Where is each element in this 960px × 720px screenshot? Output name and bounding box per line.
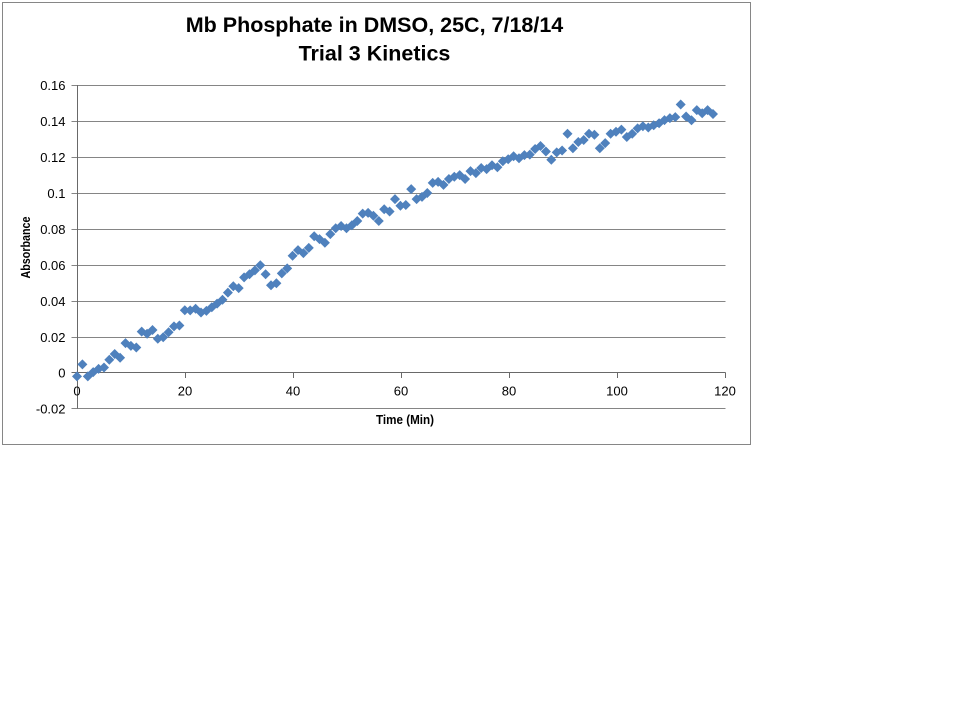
svg-text:20: 20 (178, 384, 192, 399)
svg-text:0.14: 0.14 (40, 114, 65, 129)
svg-text:Absorbance: Absorbance (18, 217, 33, 279)
svg-text:0: 0 (58, 366, 65, 381)
svg-text:100: 100 (606, 384, 628, 399)
svg-text:40: 40 (286, 384, 300, 399)
svg-text:Time (Min): Time (Min) (376, 412, 434, 427)
svg-text:0.06: 0.06 (40, 258, 65, 273)
svg-text:-0.02: -0.02 (36, 402, 66, 417)
svg-text:Mb Phosphate in DMSO, 25C, 7/1: Mb Phosphate in DMSO, 25C, 7/18/14 (186, 13, 564, 37)
svg-text:0.16: 0.16 (40, 78, 65, 93)
svg-text:0.02: 0.02 (40, 330, 65, 345)
svg-text:0.04: 0.04 (40, 294, 65, 309)
svg-text:60: 60 (394, 384, 408, 399)
svg-text:120: 120 (714, 384, 736, 399)
svg-text:0.1: 0.1 (47, 186, 65, 201)
svg-text:0: 0 (73, 384, 80, 399)
svg-text:0.08: 0.08 (40, 222, 65, 237)
svg-text:80: 80 (502, 384, 516, 399)
svg-text:0.12: 0.12 (40, 150, 65, 165)
svg-text:Trial 3 Kinetics: Trial 3 Kinetics (299, 42, 451, 66)
